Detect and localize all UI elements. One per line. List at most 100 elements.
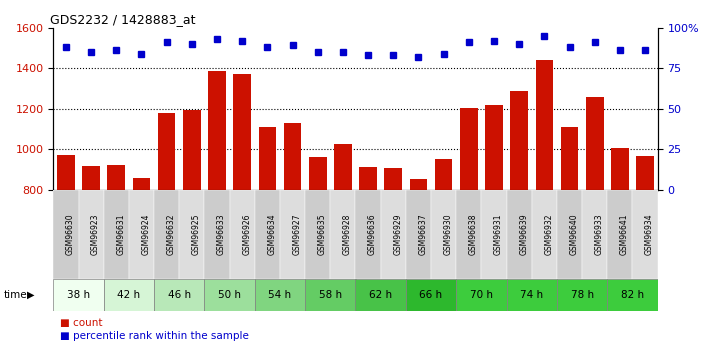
Text: 66 h: 66 h (419, 290, 443, 300)
Text: GSM96636: GSM96636 (368, 214, 377, 255)
Bar (510, 91, 528, 190)
Bar (104, 190, 129, 279)
Bar (179, 190, 205, 279)
Text: GSM96640: GSM96640 (570, 214, 579, 255)
Text: GSM96633: GSM96633 (217, 214, 226, 255)
Text: GSM96641: GSM96641 (620, 214, 629, 255)
Bar (611, 148, 629, 190)
Text: 70 h: 70 h (470, 290, 493, 300)
Bar (233, 74, 251, 190)
Bar (636, 156, 654, 190)
Text: GSM96925: GSM96925 (192, 214, 201, 255)
Bar (356, 190, 380, 279)
Bar (485, 105, 503, 190)
Bar (129, 190, 154, 279)
Bar (506, 190, 532, 279)
Text: GDS2232 / 1428883_at: GDS2232 / 1428883_at (50, 13, 196, 27)
Text: GSM96631: GSM96631 (117, 214, 125, 255)
Bar (154, 279, 205, 311)
Text: GSM96931: GSM96931 (494, 214, 503, 255)
Text: GSM96929: GSM96929 (393, 214, 402, 255)
Bar (82, 166, 100, 190)
Bar (230, 190, 255, 279)
Bar (205, 279, 255, 311)
Bar (380, 190, 406, 279)
Bar (205, 190, 230, 279)
Text: 82 h: 82 h (621, 290, 644, 300)
Text: GSM96928: GSM96928 (343, 214, 352, 255)
Bar (280, 190, 305, 279)
Bar (481, 190, 506, 279)
Bar (557, 279, 607, 311)
Bar (456, 190, 481, 279)
Bar (208, 71, 226, 190)
Bar (410, 179, 427, 190)
Bar (359, 167, 377, 190)
Text: 42 h: 42 h (117, 290, 141, 300)
Bar (460, 108, 478, 190)
Text: GSM96630: GSM96630 (66, 214, 75, 255)
Text: 50 h: 50 h (218, 290, 241, 300)
Text: 38 h: 38 h (67, 290, 90, 300)
Bar (506, 279, 557, 311)
Text: GSM96927: GSM96927 (292, 214, 301, 255)
Bar (607, 279, 658, 311)
Bar (334, 144, 352, 190)
Bar (255, 190, 280, 279)
Bar (532, 190, 557, 279)
Bar (158, 113, 176, 190)
Text: GSM96934: GSM96934 (645, 214, 654, 255)
Bar (57, 155, 75, 190)
Bar (557, 190, 582, 279)
Text: time: time (4, 290, 27, 300)
Bar (586, 97, 604, 190)
Text: 62 h: 62 h (369, 290, 392, 300)
Bar (607, 190, 633, 279)
Text: GSM96634: GSM96634 (267, 214, 277, 255)
Text: GSM96632: GSM96632 (166, 214, 176, 255)
Bar (561, 127, 578, 190)
Text: GSM96639: GSM96639 (519, 214, 528, 255)
Bar (535, 60, 553, 190)
Text: GSM96930: GSM96930 (444, 214, 453, 255)
Bar (104, 279, 154, 311)
Bar (259, 127, 276, 190)
Text: ▶: ▶ (27, 290, 35, 300)
Bar (255, 279, 305, 311)
Bar (107, 166, 125, 190)
Bar (183, 110, 201, 190)
Text: ■ count: ■ count (60, 318, 103, 327)
Text: GSM96924: GSM96924 (141, 214, 151, 255)
Text: 58 h: 58 h (319, 290, 342, 300)
Bar (309, 157, 326, 190)
Text: 74 h: 74 h (520, 290, 543, 300)
Text: GSM96933: GSM96933 (594, 214, 604, 255)
Text: GSM96926: GSM96926 (242, 214, 251, 255)
Text: 46 h: 46 h (168, 290, 191, 300)
Bar (53, 279, 104, 311)
Bar (431, 190, 456, 279)
Bar (305, 279, 356, 311)
Bar (435, 159, 452, 190)
Text: GSM96635: GSM96635 (318, 214, 327, 255)
Bar (406, 279, 456, 311)
Bar (331, 190, 356, 279)
Bar (582, 190, 607, 279)
Bar (633, 190, 658, 279)
Bar (284, 123, 301, 190)
Bar (305, 190, 331, 279)
Bar (406, 190, 431, 279)
Text: GSM96932: GSM96932 (545, 214, 553, 255)
Text: GSM96638: GSM96638 (469, 214, 478, 255)
Text: GSM96637: GSM96637 (419, 214, 427, 255)
Text: GSM96923: GSM96923 (91, 214, 100, 255)
Text: 78 h: 78 h (570, 290, 594, 300)
Bar (456, 279, 506, 311)
Text: 54 h: 54 h (268, 290, 292, 300)
Bar (154, 190, 179, 279)
Bar (356, 279, 406, 311)
Bar (133, 178, 150, 190)
Bar (385, 168, 402, 190)
Text: ■ percentile rank within the sample: ■ percentile rank within the sample (60, 332, 250, 341)
Bar (53, 190, 78, 279)
